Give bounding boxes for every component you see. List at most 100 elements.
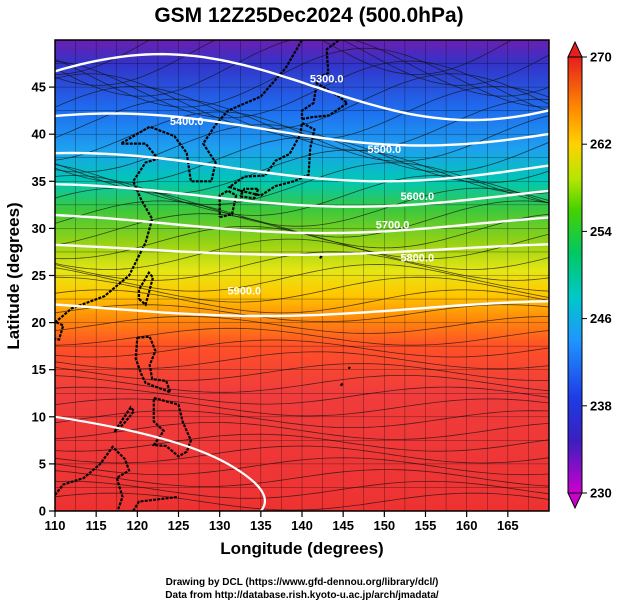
streamline — [55, 398, 549, 417]
x-tick-label: 125 — [168, 518, 190, 533]
streamline — [55, 289, 549, 314]
y-tick-label: 20 — [32, 315, 46, 330]
streamline — [55, 175, 549, 216]
credit-data: Data from http://database.rish.kyoto-u.a… — [165, 590, 439, 601]
y-axis-ticks: 0 5 10 15 20 25 30 35 40 45 — [32, 80, 55, 519]
x-tick-label: 155 — [415, 518, 437, 533]
contour-line — [55, 151, 549, 183]
coastline — [134, 335, 173, 395]
streamline — [55, 40, 549, 97]
colorbar-tick-label: 254 — [590, 224, 612, 239]
streamline — [55, 492, 549, 511]
x-tick-label: 140 — [291, 518, 313, 533]
colorbar-body — [567, 56, 583, 494]
colorbar-tick-label: 238 — [590, 398, 612, 413]
height-contours: 5300.0 5400.0 5500.0 5600.0 5700.0 5800.0 5900… — [55, 52, 549, 511]
streamline — [55, 264, 549, 292]
streamline — [55, 137, 549, 184]
coastline — [137, 270, 155, 307]
coastline — [218, 189, 238, 219]
coastline — [300, 81, 350, 121]
y-tick-label: 25 — [32, 268, 46, 283]
plot-area: 5300.0 5400.0 5500.0 5600.0 5700.0 5800.0 5900… — [55, 40, 549, 511]
x-tick-label: 130 — [209, 518, 231, 533]
x-tick-label: 150 — [373, 518, 395, 533]
grid-lines — [55, 40, 549, 511]
y-tick-label: 10 — [32, 409, 46, 424]
coastline — [55, 445, 131, 511]
contour-line — [55, 213, 549, 235]
y-tick-label: 15 — [32, 362, 46, 377]
streamline — [55, 60, 549, 119]
contour-label: 5600.0 — [400, 191, 434, 203]
contour-label: 5900.0 — [228, 285, 262, 297]
coastline — [151, 396, 193, 458]
colorbar-tick-label: 270 — [590, 50, 612, 65]
contour-line — [55, 52, 549, 122]
credit-dcl: Drawing by DCL (https://www.gfd-dennou.o… — [166, 577, 439, 588]
streamline — [55, 351, 549, 370]
colorbar-tick-label: 246 — [590, 311, 612, 326]
y-tick-label: 40 — [32, 127, 46, 142]
streamline — [55, 40, 513, 76]
coastline — [319, 254, 323, 259]
streamline — [55, 238, 549, 270]
coastline — [339, 382, 345, 387]
x-tick-label: 145 — [332, 518, 354, 533]
contour-line — [55, 300, 549, 318]
y-tick-label: 0 — [39, 504, 46, 519]
coastline — [318, 40, 340, 79]
contour-label: 5700.0 — [376, 219, 410, 231]
coastline — [227, 121, 316, 197]
contour-label: 5400.0 — [170, 116, 204, 128]
coastline — [239, 187, 261, 200]
streamline — [55, 40, 549, 86]
contour-label: 5500.0 — [368, 144, 402, 156]
streamline — [55, 304, 549, 323]
x-tick-label: 120 — [126, 518, 148, 533]
y-tick-label: 5 — [39, 456, 46, 471]
streamline — [55, 433, 549, 452]
streamline — [55, 386, 549, 405]
colorbar-tick-label: 262 — [590, 137, 612, 152]
colorbar-top-arrow — [567, 40, 583, 58]
coastline — [113, 405, 136, 433]
x-tick-label: 135 — [250, 518, 272, 533]
x-tick-label: 110 — [45, 518, 66, 533]
contour-label: 5300.0 — [310, 73, 344, 85]
streamline — [55, 98, 549, 151]
colorbar-tick-label: 230 — [590, 486, 612, 501]
streamline — [55, 375, 549, 393]
coastline — [347, 366, 351, 370]
streamline — [55, 457, 549, 476]
streamline — [55, 422, 549, 440]
streamline — [55, 86, 549, 140]
coastlines — [55, 40, 351, 511]
streamline — [55, 339, 549, 358]
contour-line — [55, 183, 549, 208]
x-tick-label: 115 — [86, 518, 107, 533]
colorbar-ticks: 230 238 246 254 262 270 — [582, 50, 612, 501]
contour-line — [55, 243, 549, 256]
streamline — [55, 469, 549, 487]
coastline — [55, 40, 303, 324]
y-axis-label: Latitude (degrees) — [4, 202, 23, 349]
x-tick-label: 165 — [497, 518, 519, 533]
contour-line — [55, 112, 549, 147]
y-tick-label: 35 — [32, 174, 46, 189]
streamline — [55, 47, 549, 108]
streamline — [55, 480, 549, 499]
y-tick-label: 45 — [32, 80, 46, 95]
colorbar: 230 238 246 254 262 270 — [567, 40, 612, 510]
map-title: GSM 12Z25Dec2024 (500.0hPa) — [154, 4, 463, 27]
contour-line — [55, 415, 266, 511]
streamline — [55, 316, 549, 334]
coastline — [132, 495, 179, 511]
streamline — [55, 276, 549, 303]
streamline — [55, 410, 549, 429]
y-tick-label: 30 — [32, 221, 46, 236]
x-axis-label: Longitude (degrees) — [220, 539, 383, 558]
streamline — [55, 445, 549, 464]
colorbar-bottom-arrow — [567, 492, 583, 510]
